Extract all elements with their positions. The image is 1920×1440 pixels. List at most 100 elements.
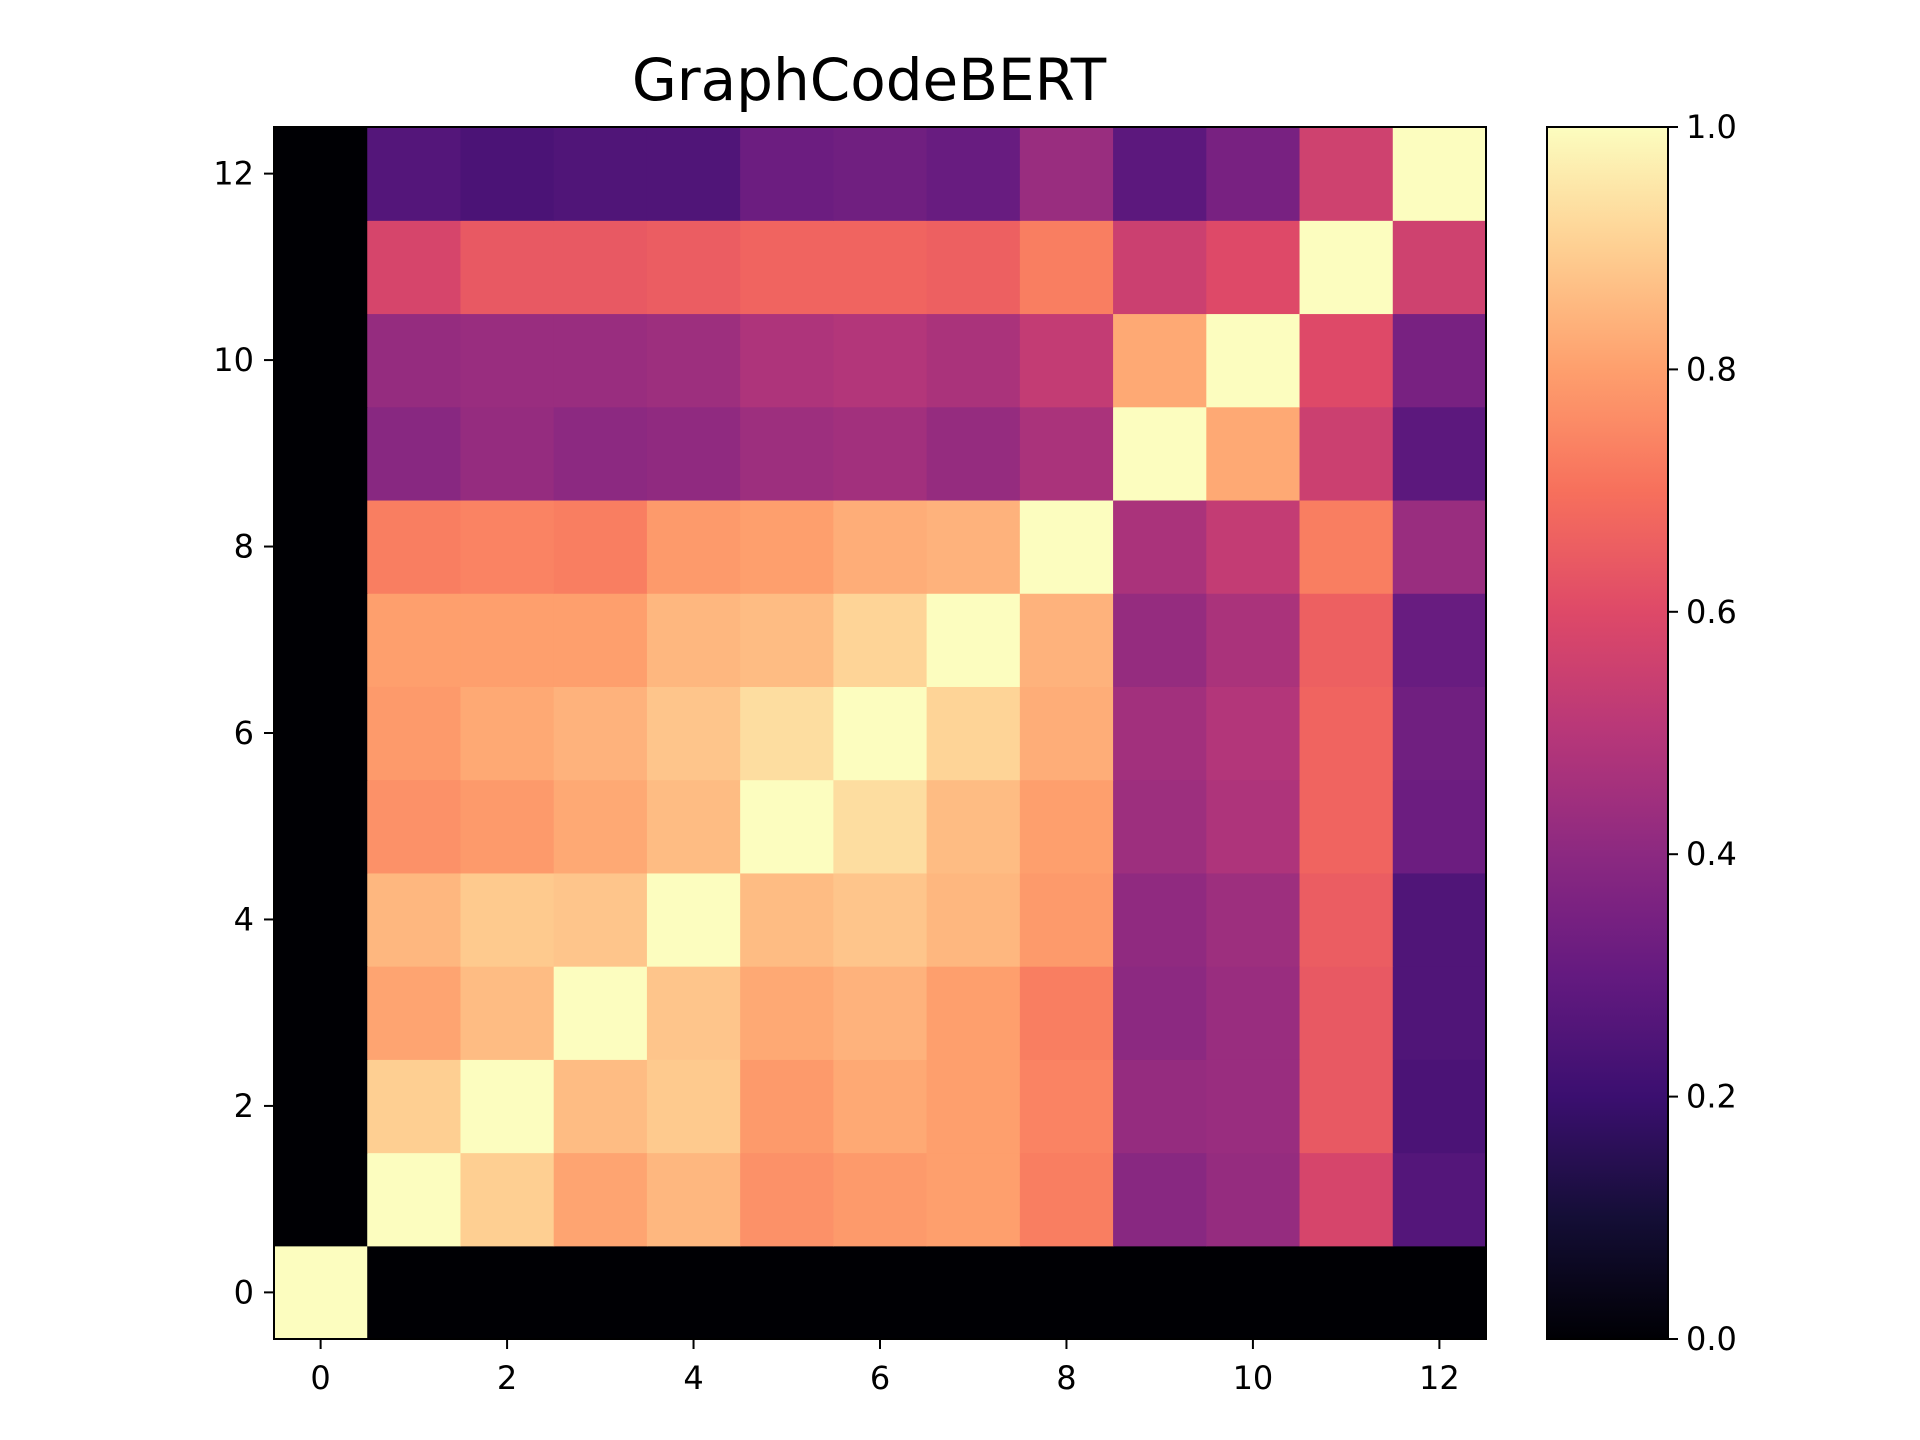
colorbar-tick-label: 1.0 (1686, 108, 1737, 146)
heatmap-cell-r11-c12 (1392, 220, 1487, 315)
heatmap-cell-r9-c4 (646, 406, 741, 501)
heatmap-cell-r6-c6 (833, 686, 928, 781)
heatmap-cell-r4-c12 (1392, 872, 1487, 967)
heatmap-cell-r8-c7 (926, 499, 1021, 594)
heatmap-cell-r1-c4 (646, 1152, 741, 1247)
heatmap-cell-r3-c4 (646, 966, 741, 1060)
heatmap-cell-r11-c8 (1019, 220, 1114, 315)
heatmap-cell-r8-c1 (367, 499, 462, 594)
heatmap-cell-r6-c12 (1392, 686, 1487, 781)
heatmap-cell-r10-c4 (646, 313, 741, 408)
colorbar-tick-label: 0.6 (1686, 593, 1737, 631)
heatmap-cell-r5-c7 (926, 779, 1021, 874)
heatmap-cell-r11-c2 (460, 220, 555, 315)
y-tick-label: 0 (234, 1273, 254, 1311)
heatmap-cell-r10-c3 (553, 313, 648, 408)
heatmap-cell-r1-c11 (1299, 1152, 1394, 1247)
heatmap-cell-r4-c7 (926, 872, 1021, 967)
heatmap-cell-r0-c11 (1299, 1245, 1394, 1340)
heatmap-cell-r7-c3 (553, 593, 648, 687)
heatmap-cell-r3-c2 (460, 966, 555, 1060)
heatmap-cell-r5-c11 (1299, 779, 1394, 874)
heatmap-cell-r3-c1 (367, 966, 462, 1060)
y-tick-label: 8 (234, 528, 254, 566)
heatmap-cell-r3-c6 (833, 966, 928, 1060)
heatmap-cell-r11-c1 (367, 220, 462, 315)
x-tick-label: 10 (1233, 1359, 1274, 1397)
heatmap-cell-r2-c11 (1299, 1059, 1394, 1154)
x-tick-label: 4 (683, 1359, 703, 1397)
heatmap-cell-r10-c1 (367, 313, 462, 408)
heatmap-cell-r2-c9 (1113, 1059, 1207, 1154)
heatmap-cell-r11-c11 (1299, 220, 1394, 315)
heatmap-cell-r5-c3 (553, 779, 648, 874)
heatmap-cell-r11-c10 (1206, 220, 1301, 315)
chart-title: GraphCodeBERT (632, 46, 1107, 114)
heatmap-cell-r11-c3 (553, 220, 648, 315)
heatmap-cell-r6-c7 (926, 686, 1021, 781)
heatmap-cell-r1-c3 (553, 1152, 648, 1247)
heatmap-cell-r4-c10 (1206, 872, 1301, 967)
heatmap-cell-r0-c5 (740, 1245, 834, 1340)
heatmap-cell-r7-c6 (833, 593, 928, 687)
heatmap-cell-r8-c2 (460, 499, 555, 594)
heatmap-cell-r9-c3 (553, 406, 648, 501)
heatmap-cell-r7-c1 (367, 593, 462, 687)
heatmap-cell-r5-c1 (367, 779, 462, 874)
heatmap-cell-r1-c0 (274, 1152, 368, 1247)
y-tick-label: 4 (234, 900, 254, 938)
heatmap-cell-r7-c11 (1299, 593, 1394, 687)
heatmap-cell-r8-c9 (1113, 499, 1207, 594)
heatmap-cell-r12-c10 (1206, 127, 1301, 221)
colorbar (1546, 126, 1669, 1340)
heatmap-cell-r9-c6 (833, 406, 928, 501)
heatmap-cell-r4-c11 (1299, 872, 1394, 967)
heatmap-cell-r5-c8 (1019, 779, 1114, 874)
heatmap-cell-r6-c11 (1299, 686, 1394, 781)
x-tick-label: 2 (497, 1359, 517, 1397)
heatmap-cell-r3-c0 (274, 966, 368, 1060)
heatmap-cell-r0-c12 (1392, 1245, 1487, 1340)
heatmap-cell-r3-c3 (553, 966, 648, 1060)
x-axis: 0 2 4 6 8 10 12 (310, 1339, 1460, 1397)
heatmap-cell-r7-c5 (740, 593, 834, 687)
heatmap-cell-r9-c12 (1392, 406, 1487, 501)
heatmap-cell-r1-c9 (1113, 1152, 1207, 1247)
heatmap-cell-r12-c8 (1019, 127, 1114, 221)
heatmap-cell-r2-c0 (274, 1059, 368, 1154)
heatmap-cell-r3-c9 (1113, 966, 1207, 1060)
heatmap-cell-r8-c0 (274, 499, 368, 594)
heatmap-cell-r1-c1 (367, 1152, 462, 1247)
heatmap-cell-r2-c4 (646, 1059, 741, 1154)
heatmap-cell-r3-c12 (1392, 966, 1487, 1060)
y-tick-label: 12 (213, 155, 254, 193)
heatmap-cell-r6-c3 (553, 686, 648, 781)
heatmap-cell-r10-c7 (926, 313, 1021, 408)
heatmap-cell-r9-c8 (1019, 406, 1114, 501)
heatmap-cell-r4-c0 (274, 872, 368, 967)
heatmap-cell-r7-c12 (1392, 593, 1487, 687)
heatmap-cell-r4-c5 (740, 872, 834, 967)
colorbar-axis: 0.0 0.2 0.4 0.6 0.8 1.0 (1668, 108, 1737, 1358)
heatmap-cell-r10-c11 (1299, 313, 1394, 408)
heatmap-cell-r12-c2 (460, 127, 555, 221)
heatmap-cell-r6-c10 (1206, 686, 1301, 781)
heatmap-cell-r9-c1 (367, 406, 462, 501)
heatmap-cell-r2-c2 (460, 1059, 555, 1154)
heatmap-cell-r5-c12 (1392, 779, 1487, 874)
heatmap-cell-r5-c4 (646, 779, 741, 874)
y-tick-label: 10 (213, 341, 254, 379)
heatmap-cell-r12-c9 (1113, 127, 1207, 221)
x-tick-label: 6 (870, 1359, 890, 1397)
colorbar-tick-label: 0.2 (1686, 1078, 1737, 1116)
heatmap-cell-r10-c0 (274, 313, 368, 408)
heatmap-cell-r10-c6 (833, 313, 928, 408)
y-tick-label: 2 (234, 1087, 254, 1125)
heatmap-cell-r6-c2 (460, 686, 555, 781)
heatmap-cell-r8-c12 (1392, 499, 1487, 594)
heatmap-cell-r9-c0 (274, 406, 368, 501)
heatmap-cell-r9-c11 (1299, 406, 1394, 501)
heatmap-cell-r12-c5 (740, 127, 834, 221)
heatmap-cell-r9-c10 (1206, 406, 1301, 501)
x-tick-label: 8 (1056, 1359, 1076, 1397)
